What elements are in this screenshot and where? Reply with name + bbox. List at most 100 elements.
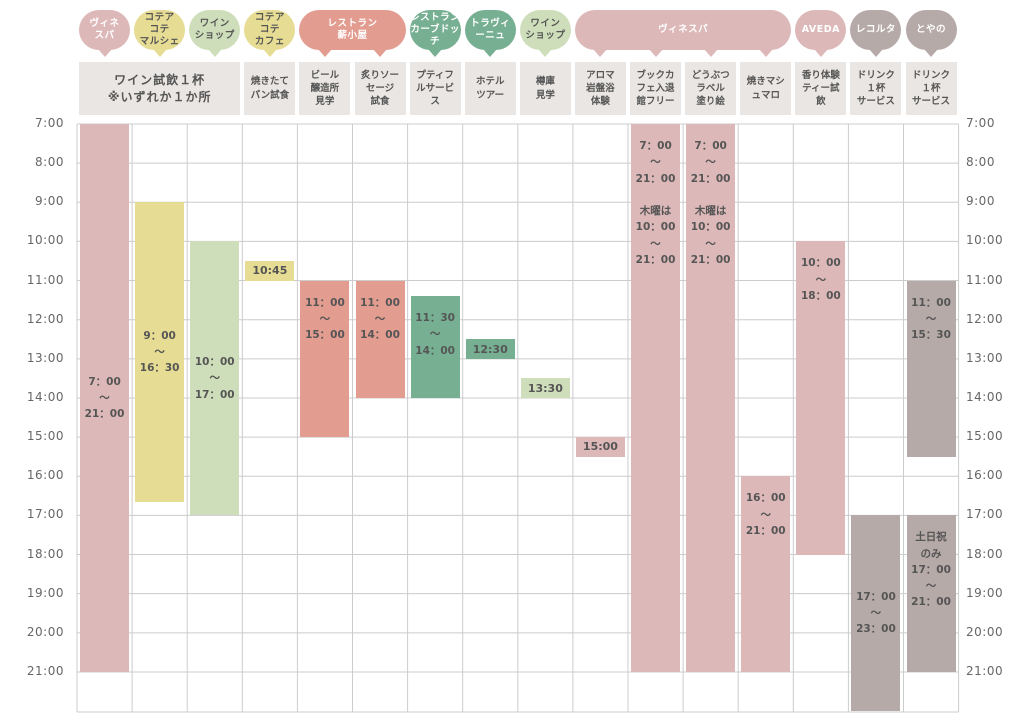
venue-name: レストラン 薪小屋 [327, 18, 378, 41]
activity-label: ブックカ フェ入退 館フリー [630, 62, 682, 115]
time-label-right: 20:00 [966, 624, 1004, 639]
venue-bubble: ワイン ショップ [519, 10, 571, 57]
time-label-right: 7:00 [966, 116, 995, 130]
time-label-right: 9:00 [966, 194, 995, 209]
activity-label: プティフ ルサービ ス [409, 62, 461, 115]
time-bar: 16：00 〜 21：00 [741, 476, 791, 672]
bubble-tail [317, 49, 332, 57]
activity-label: 香り体験 ティー試 飲 [795, 62, 847, 115]
time-label-left: 17:00 [26, 507, 64, 522]
venue-name: ヴィネ スパ [89, 18, 120, 41]
time-label-right: 10:00 [966, 233, 1004, 248]
time-bar: 15:00 [575, 437, 625, 457]
time-label-right: 8:00 [966, 155, 995, 170]
time-bar: 7：00 〜 21：00 木曜は 10：00 〜 21：00 [686, 124, 736, 672]
time-label-left: 18:00 [26, 546, 64, 561]
time-bar: 7：00 〜 21：00 木曜は 10：00 〜 21：00 [631, 124, 681, 672]
venue-name: コテア コテ マルシェ [139, 12, 180, 47]
activity-label: 炙りソー セージ 試食 [354, 62, 406, 115]
time-label-right: 17:00 [966, 507, 1004, 522]
time-label-right: 15:00 [966, 429, 1004, 444]
time-bar: 11：00 〜 15：30 [906, 280, 956, 457]
time-bar: 土日祝 のみ 17：00 〜 21：00 [906, 515, 956, 672]
bubble-tail [428, 49, 443, 57]
bubble-tail [152, 49, 167, 57]
time-label-left: 13:00 [26, 350, 64, 365]
time-label-right: 14:00 [966, 389, 1004, 404]
bubble-tail [924, 49, 939, 57]
activity-label: 樽庫 見学 [519, 62, 571, 115]
venue-name: コテア コテ カフェ [254, 12, 285, 47]
venue-name: とやの [916, 24, 947, 36]
venue-name: レコルタ [855, 24, 896, 36]
bubble-tail [262, 49, 277, 57]
bubble-tail [97, 49, 112, 57]
time-label-right: 19:00 [966, 585, 1004, 600]
activity-label: ホテル ツアー [464, 62, 516, 115]
time-label-left: 12:00 [26, 311, 64, 326]
venue-bubble: とやの [905, 10, 957, 57]
time-bar: 9：00 〜 16：30 [135, 202, 185, 502]
time-bar: 10：00 〜 17：00 [190, 241, 240, 516]
time-bar: 10:45 [245, 260, 295, 281]
time-label-left: 8:00 [35, 155, 64, 170]
venue-bubble: レストラン 薪小屋 [299, 10, 406, 57]
bubble-tail [703, 49, 718, 57]
venue-bubble: コテア コテ カフェ [244, 10, 296, 57]
activity-label: アロマ 岩盤浴 体験 [574, 62, 626, 115]
activity-label: ドリンク １杯 サービス [905, 62, 957, 115]
time-bar: 17：00 〜 23：00 [851, 515, 901, 712]
time-label-right: 16:00 [966, 468, 1004, 483]
activity-label: 焼きたて パン試食 [244, 62, 296, 115]
time-label-right: 13:00 [966, 350, 1004, 365]
time-bar: 7：00 〜 21：00 [80, 124, 130, 672]
time-label-right: 11:00 [966, 272, 1004, 287]
time-label-left: 14:00 [26, 389, 64, 404]
time-label-left: 7:00 [35, 116, 64, 130]
venue-name: ワイン ショップ [525, 18, 566, 41]
time-bar: 11：00 〜 15：00 [300, 280, 350, 438]
time-label-right: 21:00 [966, 663, 1004, 678]
bubble-tail [538, 49, 553, 57]
bubble-tail [373, 49, 388, 57]
time-label-left: 15:00 [26, 429, 64, 444]
activity-label: 焼きマシ ュマロ [740, 62, 792, 115]
time-label-left: 11:00 [26, 272, 64, 287]
time-label-left: 20:00 [26, 624, 64, 639]
time-bar: 13:30 [520, 378, 570, 398]
activity-label: ワイン試飲１杯 ※いずれか１か所 [79, 62, 241, 115]
venue-name: トラヴィ ーニュ [470, 18, 511, 41]
venue-name: ヴィネスパ [658, 24, 709, 36]
time-label-left: 21:00 [26, 663, 64, 678]
bubble-tail [593, 49, 608, 57]
venue-name: レストラン カーブドッチ [410, 12, 461, 47]
activity-label: ドリンク １杯 サービス [850, 62, 902, 115]
venue-bubble: ヴィネ スパ [79, 10, 131, 57]
time-label-right: 18:00 [966, 546, 1004, 561]
time-label-left: 16:00 [26, 468, 64, 483]
time-label-left: 19:00 [26, 585, 64, 600]
venue-bubble: コテア コテ マルシェ [134, 10, 186, 57]
bubble-tail [813, 49, 828, 57]
time-label-right: 12:00 [966, 311, 1004, 326]
time-bar: 11：00 〜 14：00 [355, 280, 405, 398]
time-label-left: 10:00 [26, 233, 64, 248]
bubble-tail [868, 49, 883, 57]
venue-name: AVEDA [801, 24, 840, 36]
bubble-tail [648, 49, 663, 57]
activity-label: ビール 醸造所 見学 [299, 62, 351, 115]
time-bar: 10：00 〜 18：00 [796, 241, 846, 555]
bubble-tail [207, 49, 222, 57]
bubble-tail [758, 49, 773, 57]
venue-bubble: レストラン カーブドッチ [409, 10, 461, 57]
activity-label: どうぶつ ラベル 塗り絵 [685, 62, 737, 115]
time-bar: 11：30 〜 14：00 [410, 296, 460, 398]
time-label-left: 9:00 [35, 194, 64, 209]
venue-bubble: ヴィネスパ [574, 10, 792, 57]
venue-name: ワイン ショップ [194, 18, 235, 41]
venue-bubble: トラヴィ ーニュ [464, 10, 516, 57]
venue-bubble: AVEDA [795, 10, 847, 57]
venue-bubble: ワイン ショップ [189, 10, 241, 57]
time-bar: 12:30 [465, 339, 515, 359]
venue-bubble: レコルタ [850, 10, 902, 57]
